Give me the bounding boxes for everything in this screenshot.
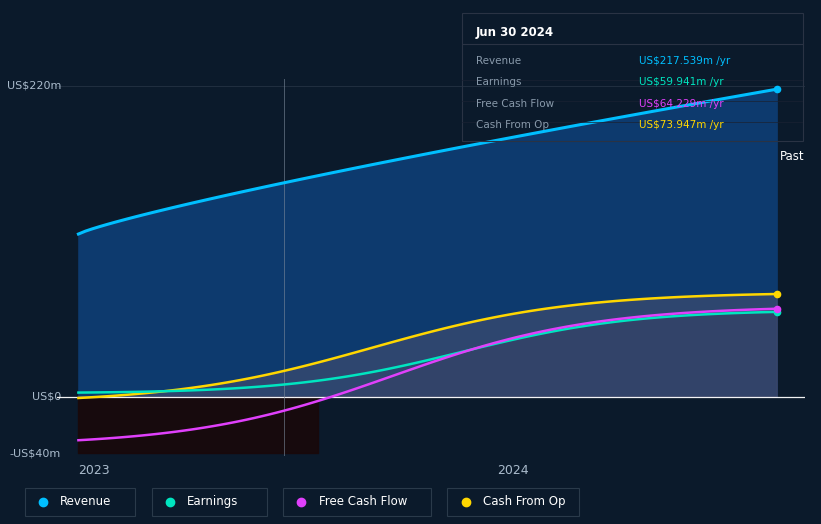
Text: Revenue: Revenue <box>60 495 112 508</box>
Text: US$59.941m /yr: US$59.941m /yr <box>640 78 724 88</box>
Text: 2023: 2023 <box>79 464 110 477</box>
Text: Earnings: Earnings <box>187 495 239 508</box>
Text: Revenue: Revenue <box>476 56 521 66</box>
Text: Earnings: Earnings <box>476 78 521 88</box>
Text: 2024: 2024 <box>498 464 529 477</box>
Text: Jun 30 2024: Jun 30 2024 <box>476 26 554 39</box>
Text: Cash From Op: Cash From Op <box>483 495 565 508</box>
Text: US$220m: US$220m <box>7 81 61 91</box>
Text: US$73.947m /yr: US$73.947m /yr <box>640 120 724 130</box>
Text: -US$40m: -US$40m <box>10 448 61 458</box>
Text: Past: Past <box>780 150 805 163</box>
Text: Free Cash Flow: Free Cash Flow <box>319 495 407 508</box>
Text: Cash From Op: Cash From Op <box>476 120 549 130</box>
Text: US$64.229m /yr: US$64.229m /yr <box>640 99 724 108</box>
Text: US$217.539m /yr: US$217.539m /yr <box>640 56 731 66</box>
Text: Free Cash Flow: Free Cash Flow <box>476 99 554 108</box>
Text: US$0: US$0 <box>32 391 61 401</box>
